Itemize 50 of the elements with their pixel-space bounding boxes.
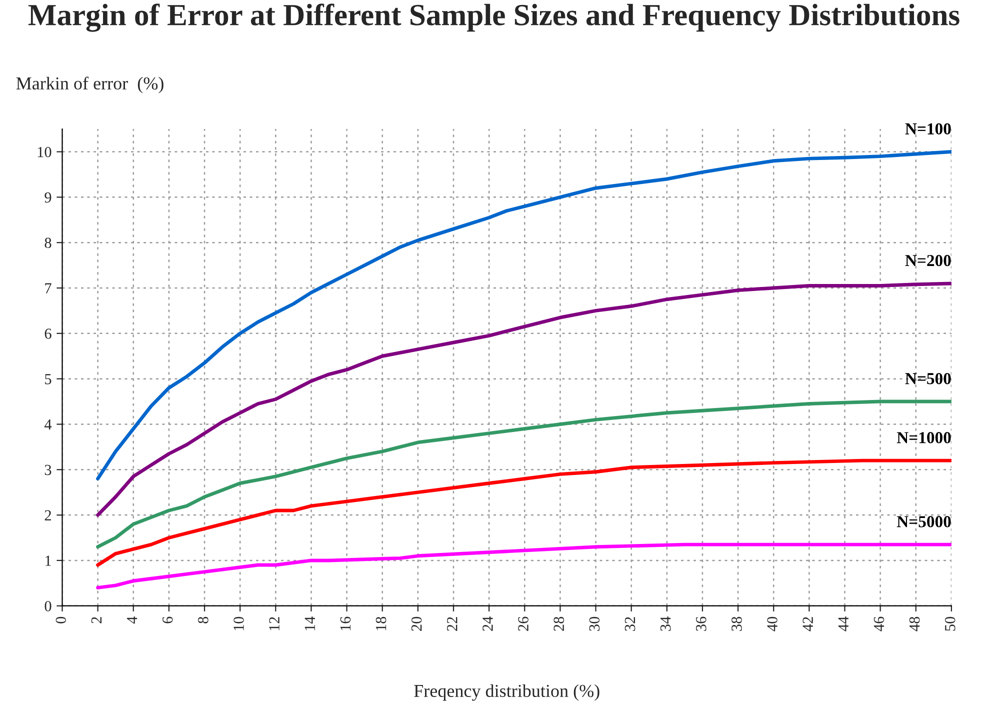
y-tick-label: 3	[44, 464, 52, 476]
x-tick-label: 18	[376, 616, 386, 630]
series-label: N=1000	[896, 432, 951, 444]
x-tick-label: 20	[411, 616, 422, 631]
x-tick-label: 26	[518, 616, 528, 631]
series-label: N=100	[905, 123, 951, 134]
x-tick-label: 14	[304, 616, 315, 630]
x-tick-label: 38	[732, 616, 742, 631]
line-series	[96, 400, 952, 549]
x-tick-label: 32	[624, 617, 636, 631]
x-tick-label: 0	[56, 616, 66, 624]
y-axis-title: Markin of error (%)	[16, 76, 164, 94]
line-series	[96, 542, 952, 590]
x-tick-label: 6	[162, 616, 173, 624]
x-tick-label: 28	[554, 616, 564, 631]
x-tick-label: 34	[660, 616, 671, 631]
x-tick-label: 48	[909, 616, 920, 632]
line-series	[96, 282, 952, 517]
series-label: N=200	[905, 254, 951, 266]
x-tick-label: 50	[944, 616, 956, 631]
x-tick-label: 44	[838, 616, 848, 632]
chart-title: Margin of Error at Different Sample Sizes and Frequency Distributions	[28, 4, 960, 32]
y-tick-label: 9	[44, 192, 52, 203]
x-tick-label: 46	[874, 616, 884, 632]
y-tick-label: 4	[44, 419, 52, 430]
line-series	[96, 458, 952, 567]
series-label: N=500	[905, 373, 951, 384]
y-tick-label: 7	[45, 283, 52, 294]
x-tick-label: 8	[198, 616, 208, 624]
x-tick-label: 10	[234, 616, 244, 630]
y-tick-label: 0	[44, 601, 52, 612]
x-axis-title: Freqency distribution (%)	[414, 684, 600, 701]
x-tick-label: 2	[91, 617, 102, 624]
y-tick-label: 8	[44, 238, 52, 248]
x-tick-label: 22	[447, 617, 458, 631]
x-tick-label: 42	[802, 617, 813, 632]
line-series	[96, 150, 952, 480]
x-tick-label: 16	[340, 616, 351, 630]
x-tick-label: 24	[482, 616, 493, 631]
x-tick-label: 36	[696, 616, 706, 631]
x-tick-label: 12	[269, 617, 280, 630]
y-tick-label: 1	[46, 556, 51, 566]
y-tick-label: 5	[45, 374, 52, 384]
x-tick-label: 40	[767, 616, 778, 632]
x-tick-label: 4	[126, 616, 138, 624]
y-tick-label: 10	[38, 146, 52, 158]
y-tick-label: 2	[44, 510, 51, 520]
series-label: N=5000	[896, 516, 951, 528]
x-tick-label: 30	[589, 616, 600, 631]
y-tick-label: 6	[44, 328, 52, 339]
